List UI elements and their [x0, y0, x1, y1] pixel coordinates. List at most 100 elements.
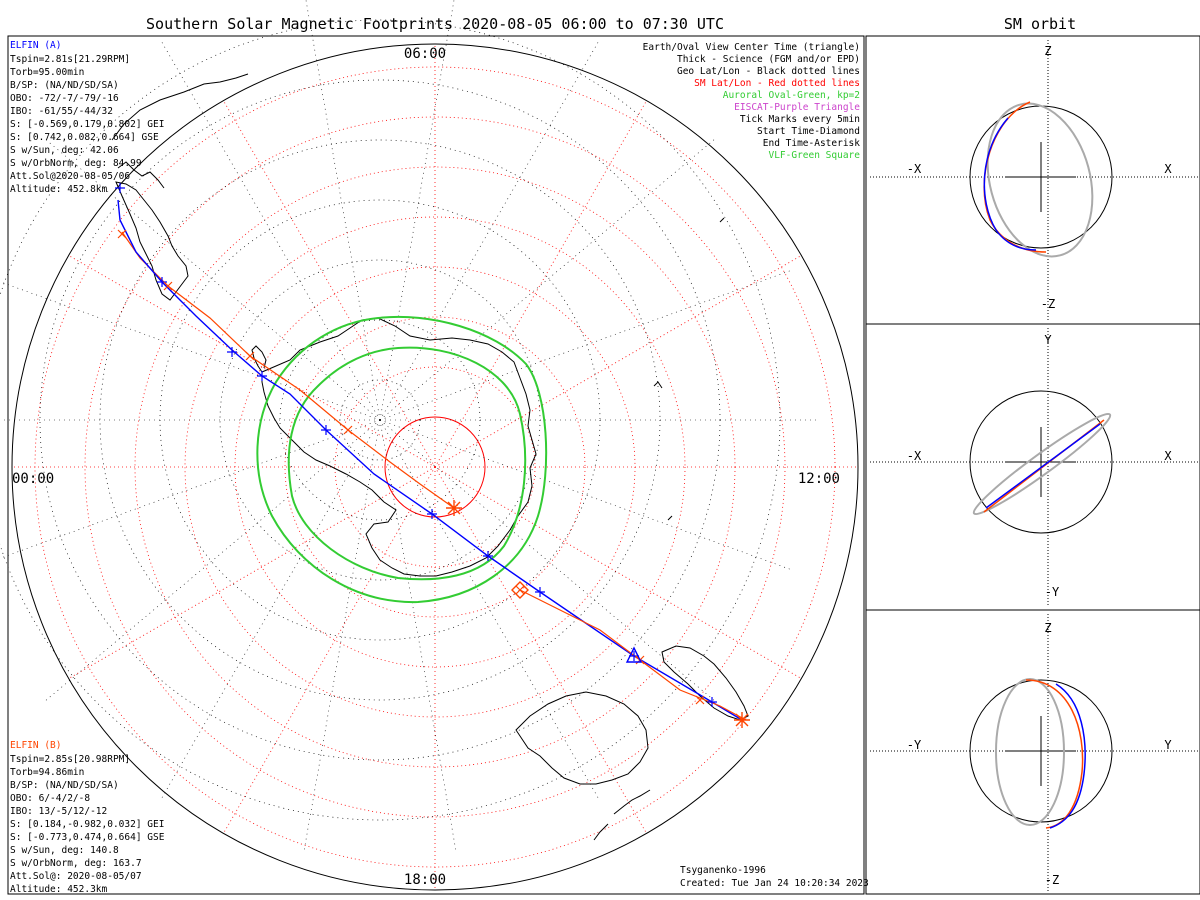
auroral-oval	[256, 315, 548, 604]
elfin-b-line: Att.Sol@: 2020-08-05/07	[10, 871, 142, 882]
elfin-a-tick	[707, 697, 717, 707]
geo-meridian	[379, 0, 455, 421]
sm-panel-xy: Y -Y -X X	[870, 328, 1198, 606]
orbit-blue	[985, 423, 1101, 509]
mlt-label-left: 00:00	[12, 471, 54, 487]
elfin-b-info: ELFIN (B) Tspin=2.85s[20.98RPM] Torb=94.…	[10, 740, 165, 895]
mlt-label-top: 06:00	[404, 46, 446, 62]
geo-grid	[0, 0, 820, 854]
legend-item: End Time-Asterisk	[763, 138, 861, 149]
sm-label-left: -X	[907, 162, 922, 176]
legend-item: EISCAT-Purple Triangle	[734, 102, 860, 113]
elfin-a-tick	[535, 587, 545, 597]
legend-item: Start Time-Diamond	[757, 126, 860, 137]
elfin-a-tick	[157, 277, 167, 287]
sm-label-bottom: -Z	[1045, 873, 1059, 887]
antarctic-peninsula	[251, 345, 267, 373]
chart-title: Southern Solar Magnetic Footprints 2020-…	[146, 15, 724, 33]
sm-label-right: Y	[1164, 738, 1172, 752]
elfin-end-asterisk	[734, 712, 750, 728]
sm-label-top: Z	[1044, 44, 1051, 58]
elfin-b-line: B/SP: (NA/ND/SD/SA)	[10, 780, 119, 791]
sm-meridian	[434, 466, 647, 834]
geo-meridian	[379, 269, 794, 421]
elfin-a-center-triangle	[625, 646, 643, 663]
legend-item: Tick Marks every 5min	[740, 114, 860, 125]
elfin-a-track	[117, 199, 743, 721]
geo-meridian	[379, 38, 601, 421]
sm-label-top: Z	[1044, 621, 1051, 635]
sm-meridian	[434, 100, 647, 468]
track-marks	[115, 183, 750, 728]
elfin-a-line: S w/OrbNorm, deg: 84.99	[10, 158, 142, 169]
elfin-b-start-diamond	[511, 581, 529, 599]
geo-meridian	[42, 419, 381, 704]
mlt-label-right: 12:00	[798, 471, 840, 487]
geo-meridian	[303, 419, 381, 854]
auroral-oval-inner	[287, 346, 527, 581]
elfin-a-tick	[115, 183, 125, 193]
elfin-b-line: S: [-0.773,0.474,0.664] GSE	[10, 832, 165, 843]
sm-orbit-panels: Z -Z -X X Y -Y -X X	[870, 40, 1198, 892]
sm-meridian	[223, 100, 436, 468]
indian-ocean-islands	[653, 217, 725, 521]
geo-meridian	[0, 419, 381, 559]
elfin-a-line: S: [-0.569,0.179,0.802] GEI	[10, 119, 164, 130]
south-america	[115, 161, 189, 301]
sm-meridian	[68, 255, 436, 468]
elfin-a-line: IBO: -61/55/-44/32	[10, 106, 113, 117]
geo-meridian	[159, 419, 381, 802]
legend-item: Auroral Oval-Green, kp=2	[723, 90, 860, 101]
auroral-oval-outer	[256, 315, 548, 604]
sm-lat-circle	[284, 316, 586, 618]
elfin-b-name: ELFIN (B)	[10, 740, 61, 751]
sm-orbit-title: SM orbit	[1004, 15, 1076, 33]
elfin-b-tick	[163, 281, 173, 291]
orbit-gray	[986, 102, 1094, 258]
south-america-north	[111, 73, 249, 141]
elfin-a-tick	[427, 509, 437, 519]
continents	[111, 73, 749, 841]
sm-meridian	[223, 466, 436, 834]
elfin-b-tick	[245, 351, 255, 361]
orbit-gray	[995, 678, 1065, 826]
mlt-label-bottom: 18:00	[404, 872, 446, 888]
sm-panel-xz: Z -Z -X X	[870, 40, 1198, 320]
geo-meridian	[379, 136, 718, 421]
elfin-a-line: Att.Sol@2020-08-05/06	[10, 171, 130, 182]
elfin-b-line: Torb=94.86min	[10, 767, 84, 778]
sm-label-bottom: -Z	[1041, 297, 1055, 311]
sm-meridian	[68, 466, 436, 679]
legend-item: SM Lat/Lon - Red dotted lines	[694, 78, 860, 89]
legend-item: VLF-Green Square	[768, 150, 860, 161]
geo-meridian	[0, 281, 381, 421]
elfin-a-line: OBO: -72/-7/-79/-16	[10, 93, 119, 104]
elfin-a-line: Altitude: 452.8km	[10, 184, 108, 195]
sm-grid	[12, 44, 858, 890]
elfin-a-name: ELFIN (A)	[10, 40, 61, 51]
elfin-a-line: B/SP: (NA/ND/SD/SA)	[10, 80, 119, 91]
elfin-a-tick	[227, 347, 237, 357]
geo-meridian	[379, 419, 718, 704]
sm-label-top: Y	[1044, 333, 1052, 347]
sm-lat-circle	[84, 116, 786, 818]
legend-item: Geo Lat/Lon - Black dotted lines	[677, 66, 860, 77]
sm-frame-1	[865, 35, 1200, 325]
elfin-b-line: S w/OrbNorm, deg: 163.7	[10, 858, 142, 869]
new-zealand	[593, 789, 651, 841]
globe-outline	[11, 43, 859, 891]
geo-meridian	[379, 419, 794, 571]
elfin-a-tick	[321, 425, 331, 435]
africa	[661, 645, 749, 721]
legend-item: Earth/Oval View Center Time (triangle)	[643, 42, 860, 53]
sm-label-right: X	[1164, 162, 1172, 176]
elfin-b-tick	[117, 229, 127, 239]
geo-meridian	[379, 419, 457, 854]
geo-meridian	[379, 419, 601, 802]
footer-created: Created: Tue Jan 24 10:20:34 2023	[680, 878, 869, 889]
footer-model: Tsyganenko-1996	[680, 865, 766, 876]
elfin-b-tick	[343, 425, 353, 435]
sm-label-left: -X	[907, 449, 922, 463]
sm-panel-yz: Z -Z -Y Y	[870, 614, 1198, 892]
